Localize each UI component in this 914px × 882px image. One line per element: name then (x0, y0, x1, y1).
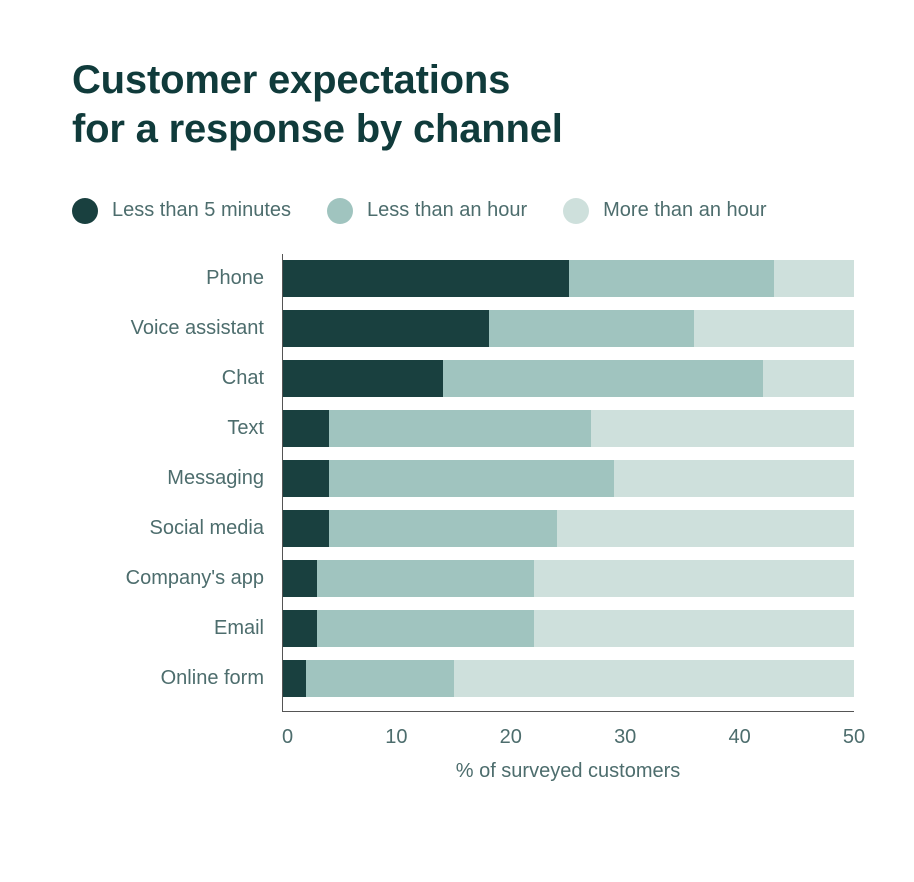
plot (282, 254, 854, 712)
bar-segment (283, 610, 317, 647)
legend-item: Less than 5 minutes (72, 198, 291, 224)
title-line-1: Customer expectations (72, 58, 510, 102)
bar-segment (283, 560, 317, 597)
bar-row (283, 354, 854, 404)
bar-row (283, 654, 854, 704)
legend-label: Less than 5 minutes (112, 199, 291, 222)
bar-row (283, 304, 854, 354)
bar-row (283, 504, 854, 554)
legend-swatch (327, 198, 353, 224)
x-axis-label: % of surveyed customers (282, 760, 854, 783)
bar-segment (283, 660, 306, 697)
chart-title: Customer expectations for a response by … (72, 56, 854, 154)
y-axis-label: Text (72, 404, 282, 454)
y-axis-label: Messaging (72, 454, 282, 504)
bar-segment (317, 560, 534, 597)
bar-segment (694, 310, 854, 347)
bar-segment (591, 410, 854, 447)
x-axis-tick: 20 (500, 726, 522, 749)
x-axis-tick: 40 (728, 726, 750, 749)
bars-container (283, 254, 854, 711)
bar-segment (317, 610, 534, 647)
bar-segment (283, 410, 329, 447)
legend: Less than 5 minutes Less than an hour More… (72, 198, 854, 224)
title-line-2: for a response by channel (72, 107, 563, 151)
bar-segment (329, 410, 592, 447)
x-axis-tick: 50 (843, 726, 865, 749)
y-axis-label: Company's app (72, 554, 282, 604)
chart-page: Customer expectations for a response by … (0, 0, 914, 882)
bar-segment (614, 460, 854, 497)
bar-segment (454, 660, 854, 697)
bar-row (283, 254, 854, 304)
bar-row (283, 404, 854, 454)
y-axis-labels: PhoneVoice assistantChatTextMessagingSoc… (72, 254, 282, 783)
legend-label: Less than an hour (367, 199, 527, 222)
legend-item: Less than an hour (327, 198, 527, 224)
bar-row (283, 454, 854, 504)
legend-swatch (72, 198, 98, 224)
bar-segment (569, 260, 775, 297)
plot-wrap: 01020304050 % of surveyed customers (282, 254, 854, 783)
y-axis-label: Email (72, 604, 282, 654)
bar-segment (283, 310, 489, 347)
bar-segment (557, 510, 854, 547)
bar-segment (763, 360, 854, 397)
chart-area: PhoneVoice assistantChatTextMessagingSoc… (72, 254, 854, 783)
bar-row (283, 554, 854, 604)
bar-segment (283, 460, 329, 497)
bar-segment (283, 360, 443, 397)
y-axis-label: Social media (72, 504, 282, 554)
x-axis-tick: 10 (385, 726, 407, 749)
x-axis-tick: 0 (282, 726, 293, 749)
bar-segment (283, 260, 569, 297)
bar-segment (329, 460, 615, 497)
y-axis-label: Phone (72, 254, 282, 304)
legend-swatch (563, 198, 589, 224)
bar-segment (774, 260, 854, 297)
legend-item: More than an hour (563, 198, 766, 224)
bar-segment (534, 610, 854, 647)
bar-row (283, 604, 854, 654)
y-axis-label: Online form (72, 654, 282, 704)
y-axis-label: Voice assistant (72, 304, 282, 354)
legend-label: More than an hour (603, 199, 766, 222)
bar-segment (329, 510, 557, 547)
bar-segment (306, 660, 454, 697)
y-axis-label: Chat (72, 354, 282, 404)
x-axis: 01020304050 (282, 712, 854, 752)
bar-segment (489, 310, 695, 347)
bar-segment (534, 560, 854, 597)
bar-segment (443, 360, 763, 397)
bar-segment (283, 510, 329, 547)
x-axis-tick: 30 (614, 726, 636, 749)
